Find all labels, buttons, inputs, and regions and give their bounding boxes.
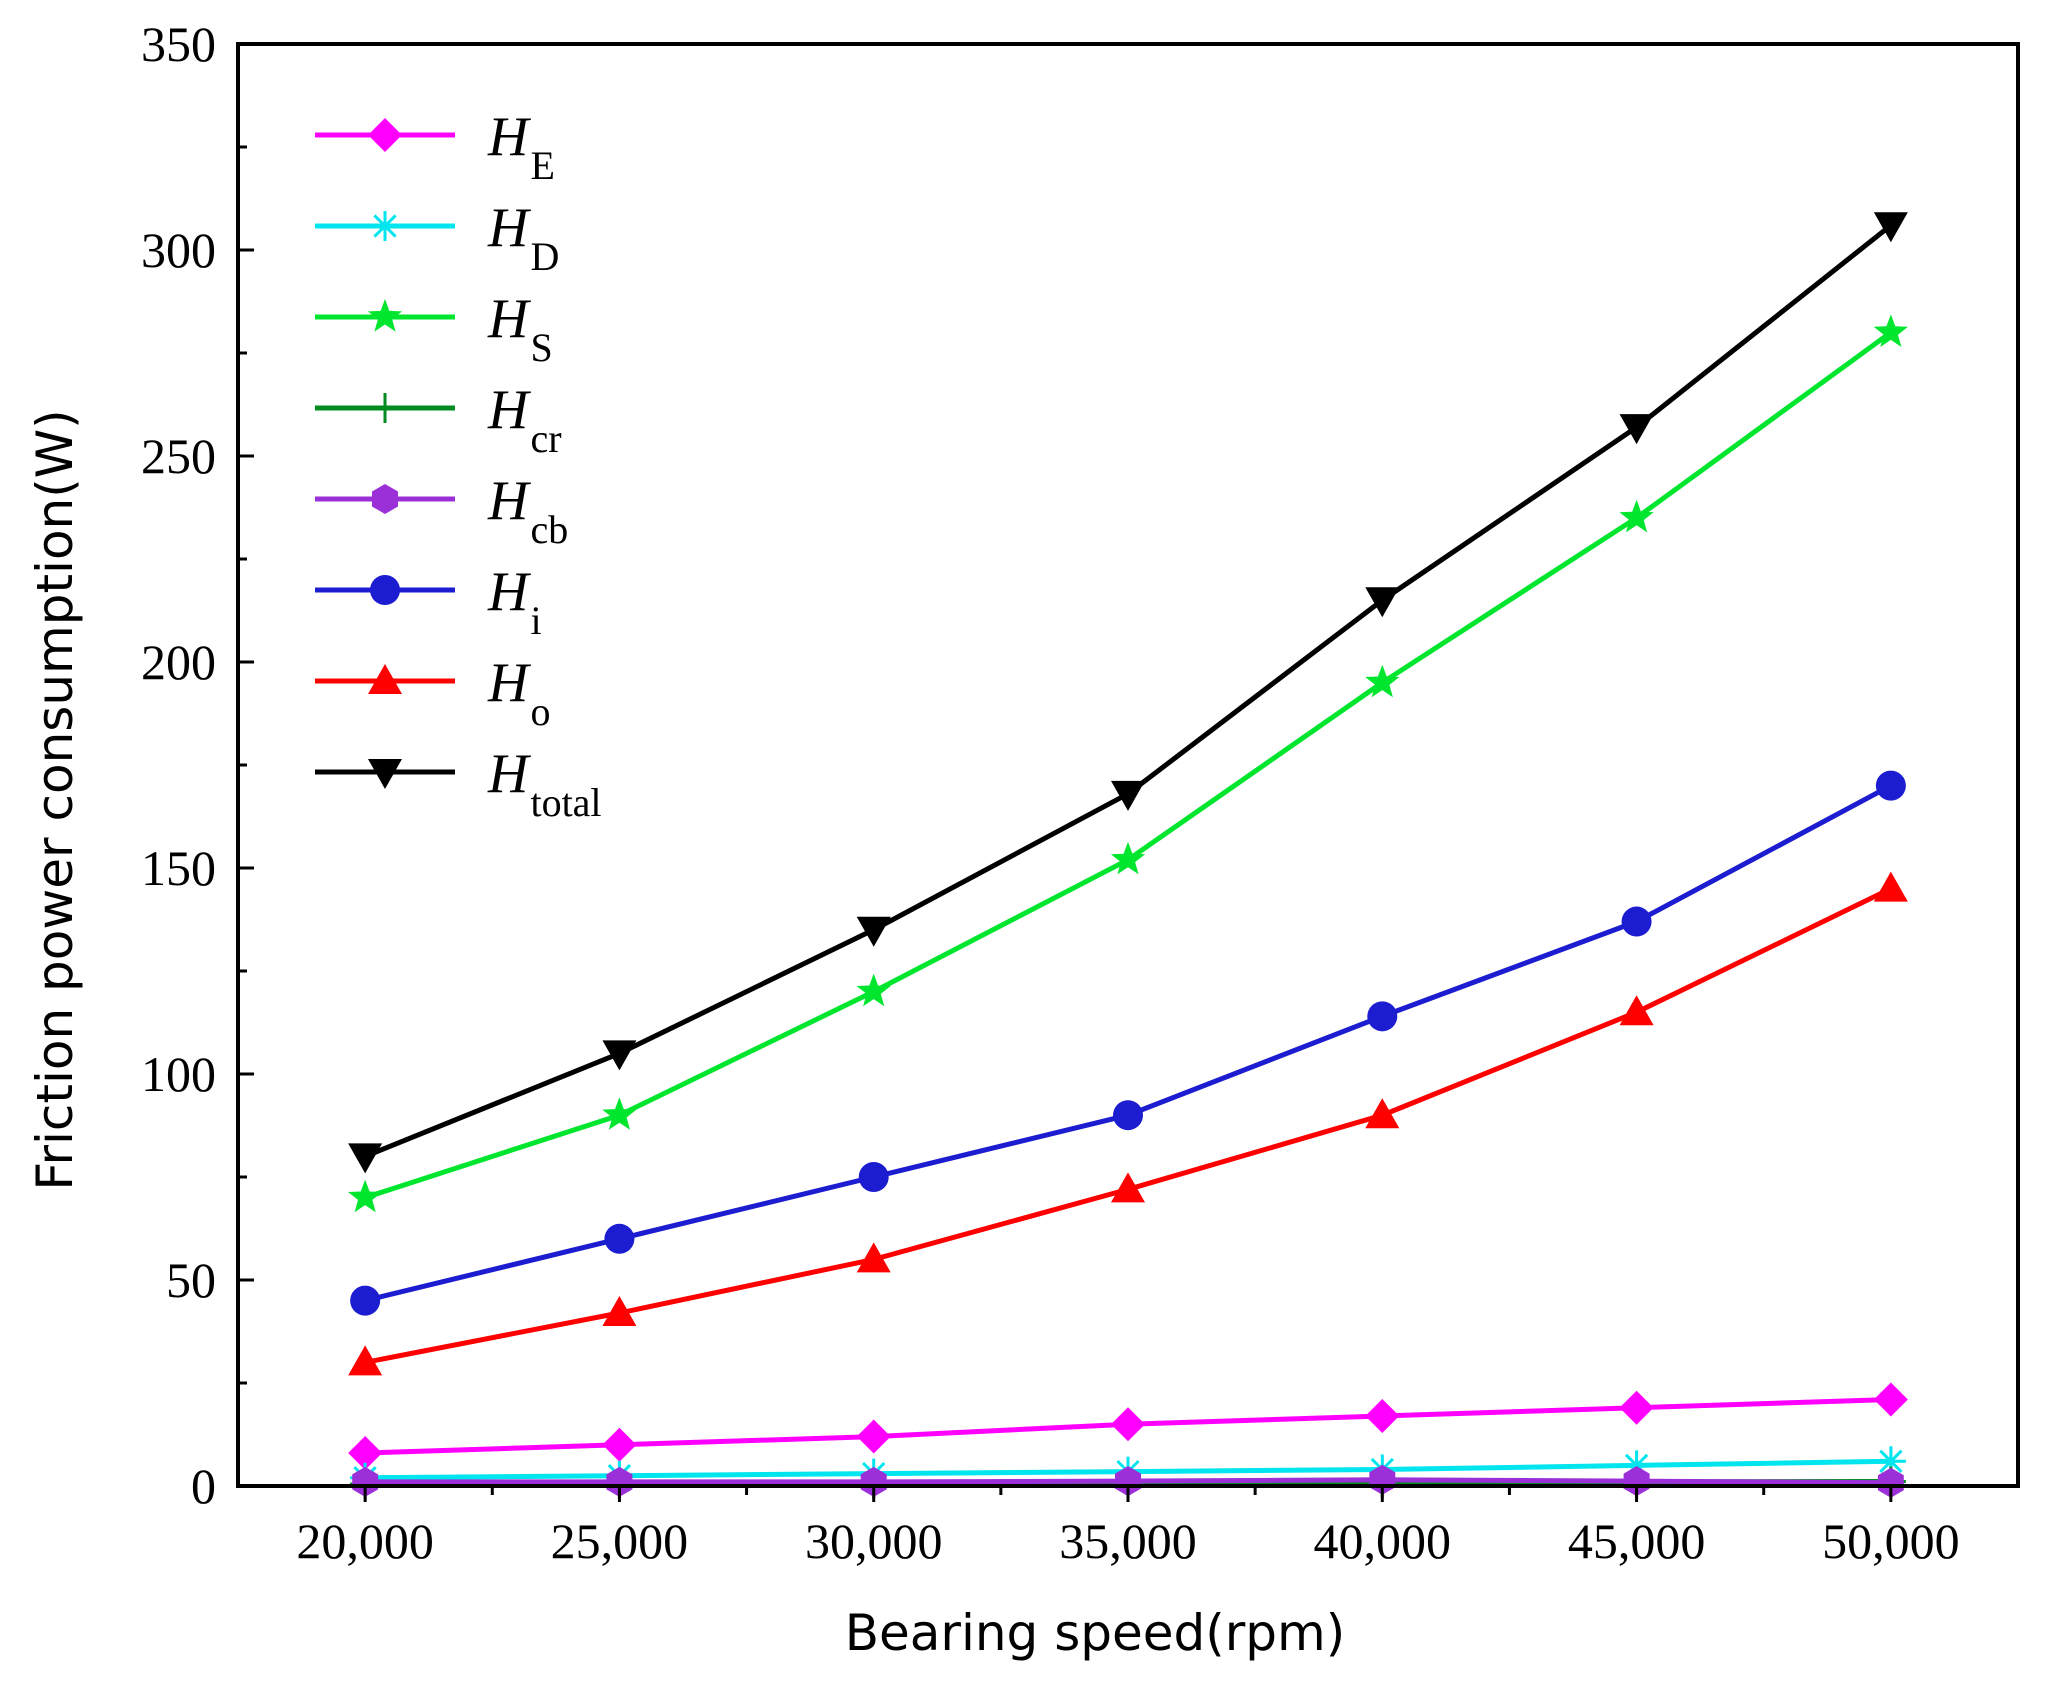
legend-label-subscript: S bbox=[530, 325, 552, 370]
legend-marker bbox=[372, 484, 398, 514]
series-Hcb bbox=[352, 1464, 1904, 1498]
legend-marker bbox=[368, 759, 402, 789]
data-point bbox=[348, 1179, 383, 1213]
data-point bbox=[1111, 780, 1145, 811]
series-Htotal bbox=[348, 212, 1908, 1174]
legend-marker bbox=[370, 575, 400, 605]
data-point bbox=[1619, 1390, 1654, 1425]
y-tick-label: 250 bbox=[141, 428, 216, 484]
data-point bbox=[348, 1143, 383, 1174]
data-point bbox=[856, 1242, 891, 1273]
data-point bbox=[1623, 1466, 1650, 1497]
data-point bbox=[1619, 414, 1654, 445]
legend-marker bbox=[370, 393, 400, 423]
y-tick-label: 350 bbox=[141, 16, 216, 72]
data-point bbox=[1621, 906, 1652, 937]
data-point bbox=[1115, 1466, 1141, 1497]
data-point bbox=[1619, 995, 1654, 1026]
data-point bbox=[1110, 841, 1146, 875]
data-point bbox=[1365, 1398, 1400, 1433]
data-point bbox=[1877, 1467, 1904, 1498]
data-point bbox=[1365, 1098, 1400, 1129]
legend-label-subscript: cb bbox=[530, 507, 568, 552]
data-point bbox=[1621, 1450, 1652, 1481]
legend-marker bbox=[368, 664, 402, 694]
x-axis-title: Bearing speed(rpm) bbox=[845, 1604, 1346, 1662]
legend-label-subscript: D bbox=[530, 234, 559, 279]
legend-marker bbox=[367, 299, 403, 332]
data-point bbox=[1873, 871, 1908, 902]
data-point bbox=[1619, 499, 1654, 533]
x-tick-label: 20,000 bbox=[296, 1513, 434, 1569]
series-Hi bbox=[350, 770, 1906, 1316]
data-point bbox=[604, 1223, 635, 1254]
legend-marker bbox=[370, 211, 400, 241]
legend-label-subscript: cr bbox=[530, 416, 561, 461]
data-point bbox=[1367, 1001, 1398, 1032]
data-point bbox=[1875, 770, 1906, 801]
data-point bbox=[856, 1419, 891, 1454]
y-axis-title: Friction power consumption(W) bbox=[26, 409, 84, 1190]
y-tick-label: 50 bbox=[166, 1252, 216, 1308]
data-point bbox=[1365, 587, 1400, 618]
x-tick-label: 25,000 bbox=[551, 1513, 689, 1569]
data-point bbox=[1873, 314, 1908, 347]
data-point bbox=[602, 1097, 637, 1130]
plot-area bbox=[348, 212, 1908, 1499]
legend-label-subscript: i bbox=[530, 598, 541, 643]
data-point bbox=[348, 1345, 383, 1376]
data-point bbox=[606, 1466, 633, 1497]
data-point bbox=[1111, 1407, 1145, 1442]
data-point bbox=[856, 916, 891, 947]
y-tick-label: 0 bbox=[191, 1458, 216, 1514]
data-point bbox=[602, 1040, 637, 1071]
data-point bbox=[348, 1436, 383, 1471]
data-point bbox=[1873, 212, 1908, 243]
legend-label-subscript: o bbox=[530, 689, 550, 734]
x-tick-label: 40,000 bbox=[1314, 1513, 1452, 1569]
x-tick-label: 30,000 bbox=[805, 1513, 943, 1569]
data-point bbox=[1113, 1100, 1143, 1131]
series-HE bbox=[348, 1382, 1908, 1471]
data-point bbox=[856, 973, 891, 1007]
y-tick-label: 100 bbox=[141, 1046, 216, 1102]
data-point bbox=[1875, 1446, 1906, 1477]
y-tick-label: 300 bbox=[141, 222, 216, 278]
legend-marker bbox=[368, 118, 402, 152]
data-point bbox=[602, 1427, 637, 1462]
data-point bbox=[602, 1295, 637, 1326]
data-point bbox=[860, 1466, 887, 1497]
x-tick-label: 45,000 bbox=[1568, 1513, 1706, 1569]
y-tick-label: 150 bbox=[141, 840, 216, 896]
y-tick-label: 200 bbox=[141, 634, 216, 690]
data-point bbox=[1111, 1172, 1145, 1203]
legend-label-subscript: total bbox=[530, 780, 601, 825]
axes: 0 50 100 150 200 250 300 350 20,000 25,000 30,000 3… bbox=[141, 16, 1960, 1569]
data-point bbox=[350, 1285, 381, 1316]
data-point bbox=[352, 1466, 379, 1497]
data-point bbox=[1873, 1382, 1908, 1417]
x-tick-label: 35,000 bbox=[1059, 1513, 1197, 1569]
legend-label-subscript: E bbox=[530, 143, 554, 188]
series-Ho bbox=[348, 871, 1908, 1376]
legend-entry-Htotal: Htotal bbox=[315, 743, 602, 825]
data-point bbox=[858, 1162, 889, 1192]
x-tick-label: 50,000 bbox=[1822, 1513, 1960, 1569]
series-HS bbox=[348, 314, 1908, 1213]
data-point bbox=[1365, 664, 1400, 698]
